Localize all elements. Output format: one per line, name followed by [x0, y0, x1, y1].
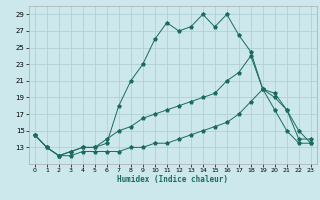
X-axis label: Humidex (Indice chaleur): Humidex (Indice chaleur) [117, 175, 228, 184]
